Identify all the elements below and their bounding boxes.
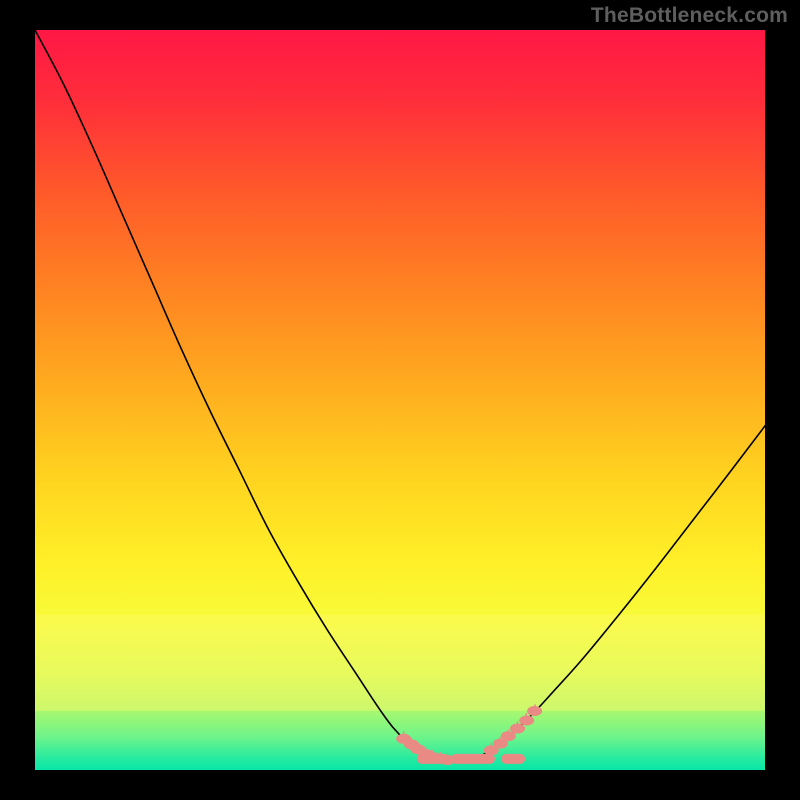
highlight-marker [510, 724, 525, 734]
watermark-text: TheBottleneck.com [591, 4, 788, 28]
highlight-marker [527, 706, 542, 716]
highlight-marker [519, 716, 534, 726]
bottleneck-chart [0, 0, 800, 800]
bottom-pill [501, 754, 525, 764]
bottom-pill [417, 754, 449, 764]
bottom-pill [451, 754, 495, 764]
yellow-band [35, 615, 765, 711]
chart-container: TheBottleneck.com [0, 0, 800, 800]
